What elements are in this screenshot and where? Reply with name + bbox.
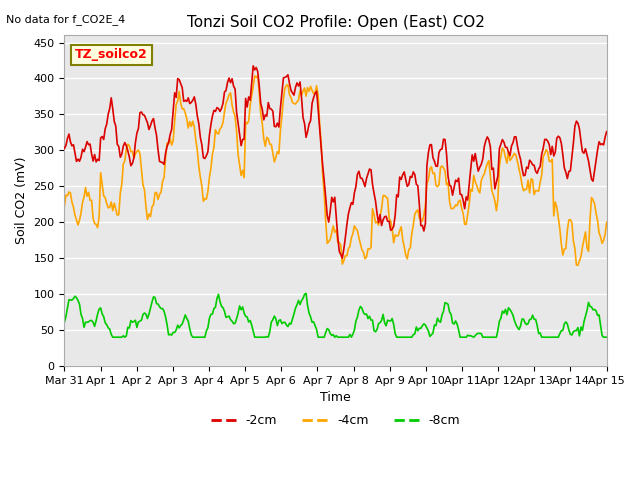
Text: TZ_soilco2: TZ_soilco2	[76, 48, 148, 61]
Y-axis label: Soil CO2 (mV): Soil CO2 (mV)	[15, 157, 28, 244]
Legend: -2cm, -4cm, -8cm: -2cm, -4cm, -8cm	[205, 409, 465, 432]
X-axis label: Time: Time	[320, 391, 351, 404]
Text: No data for f_CO2E_4: No data for f_CO2E_4	[6, 14, 125, 25]
Title: Tonzi Soil CO2 Profile: Open (East) CO2: Tonzi Soil CO2 Profile: Open (East) CO2	[187, 15, 484, 30]
